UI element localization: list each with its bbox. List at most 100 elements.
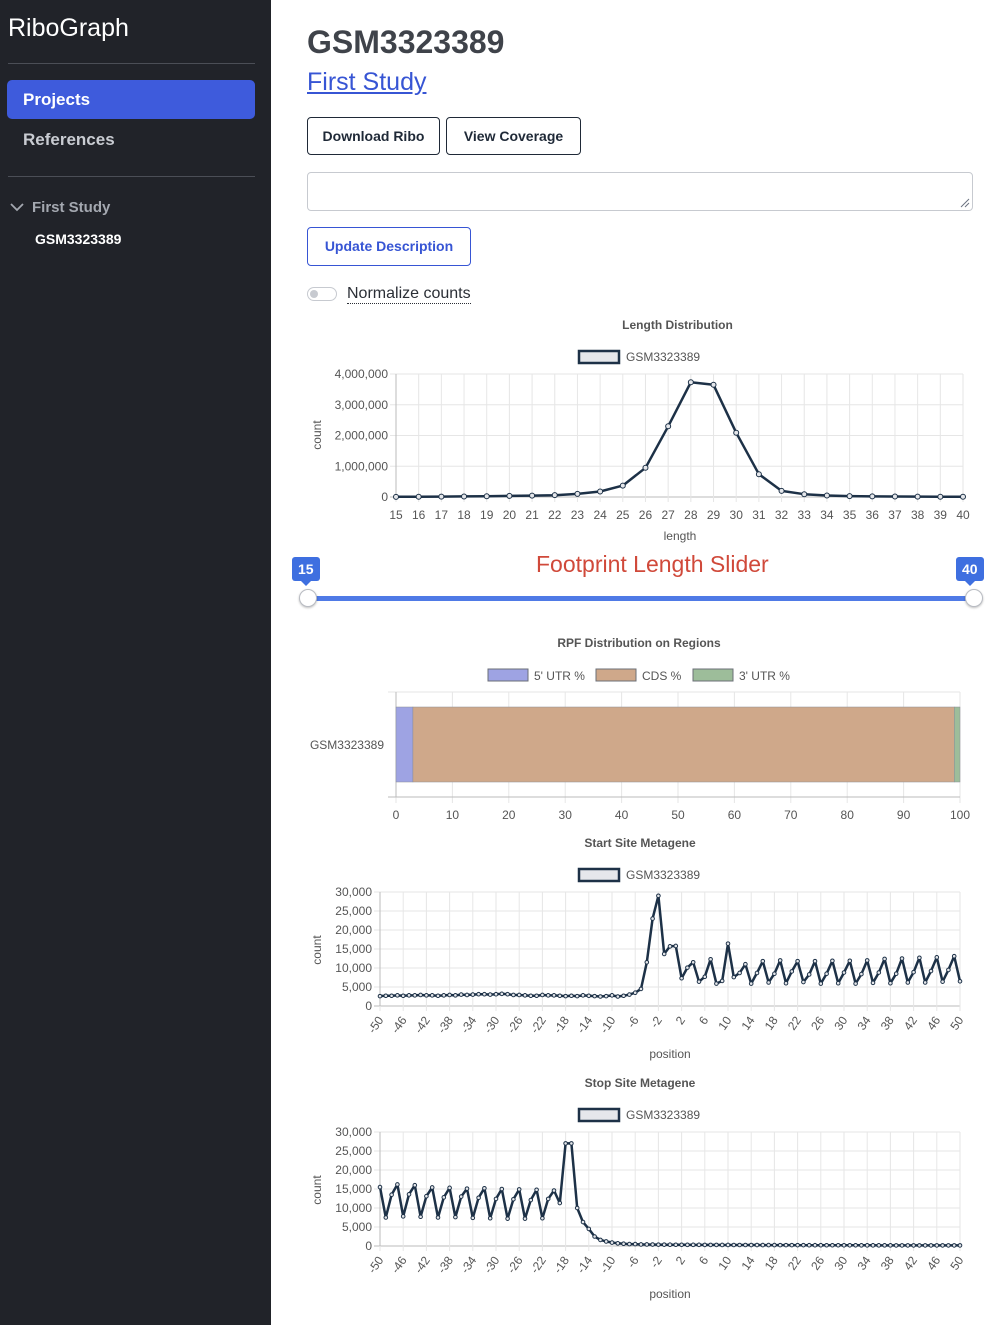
x-tick-label: -42	[411, 1253, 433, 1276]
tree-item-first-study[interactable]: First Study	[10, 199, 110, 216]
footprint-length-slider[interactable]	[307, 596, 973, 601]
data-point	[859, 971, 864, 977]
data-point	[493, 991, 499, 997]
data-point	[441, 993, 447, 998]
data-point	[400, 993, 406, 999]
update-description-button[interactable]: Update Description	[307, 227, 471, 266]
data-point	[429, 1185, 435, 1190]
resize-grip-icon[interactable]	[958, 196, 970, 208]
data-point	[511, 992, 516, 998]
x-tick-label: 22	[785, 1013, 804, 1032]
data-point	[940, 1243, 945, 1248]
data-point	[853, 1242, 858, 1248]
x-tick-label: 18	[762, 1013, 781, 1032]
data-point	[511, 1196, 516, 1202]
data-point	[719, 978, 725, 984]
data-point	[893, 1243, 899, 1248]
data-point	[846, 493, 853, 500]
y-axis-label: count	[310, 420, 324, 450]
data-point	[464, 992, 470, 998]
legend-label: GSM3323389	[626, 1108, 700, 1122]
data-point	[650, 916, 655, 921]
x-tick-label: 46	[924, 1013, 943, 1032]
x-tick-label: -34	[458, 1013, 480, 1036]
data-point	[534, 993, 539, 999]
y-tick-label: 20,000	[335, 1163, 372, 1177]
y-tick-label: 0	[365, 1239, 372, 1253]
data-point	[789, 1242, 795, 1248]
data-point	[957, 979, 963, 984]
data-point	[876, 1243, 882, 1248]
data-point	[812, 958, 818, 964]
data-point	[545, 993, 551, 998]
x-tick-label: 14	[739, 1253, 758, 1272]
data-point	[928, 968, 934, 974]
x-tick-label: 0	[393, 808, 400, 822]
x-tick-label: 28	[684, 508, 698, 522]
data-point	[441, 1195, 447, 1200]
x-tick-label: -22	[527, 1253, 549, 1276]
data-point	[783, 1242, 789, 1248]
description-textarea[interactable]	[307, 172, 973, 211]
data-point	[644, 960, 650, 965]
x-tick-label: 36	[866, 508, 880, 522]
x-tick-label: 46	[924, 1253, 943, 1272]
sidebar-item-projects[interactable]: Projects	[7, 80, 255, 119]
data-point	[383, 1215, 389, 1220]
y-tick-label: 3,000,000	[335, 398, 389, 412]
sidebar-item-references[interactable]: References	[23, 130, 115, 149]
legend-label: GSM3323389	[626, 868, 700, 882]
data-point	[580, 1219, 586, 1225]
data-point	[708, 956, 713, 962]
slider-max-handle[interactable]	[965, 589, 983, 607]
data-point	[940, 979, 945, 984]
y-tick-label: 2,000,000	[335, 429, 389, 443]
data-point	[627, 992, 632, 997]
data-point	[499, 1186, 505, 1192]
y-tick-label: 20,000	[335, 923, 372, 937]
data-point	[946, 967, 951, 973]
x-tick-label: 90	[897, 808, 911, 822]
data-point	[557, 993, 563, 999]
slider-min-handle[interactable]	[299, 589, 317, 607]
sidebar: RiboGraph Projects References First Stud…	[0, 0, 271, 1325]
data-point	[870, 1243, 876, 1248]
x-tick-label: 17	[435, 508, 449, 522]
data-point	[737, 970, 742, 976]
app-brand[interactable]: RiboGraph	[8, 14, 129, 42]
data-point	[665, 423, 672, 430]
x-tick-label: 27	[661, 508, 675, 522]
data-point	[458, 1194, 464, 1199]
x-tick-label: 70	[784, 808, 798, 822]
sidebar-divider	[8, 63, 255, 64]
data-point	[642, 464, 649, 471]
data-point	[824, 1242, 829, 1248]
data-point	[795, 958, 800, 964]
data-point	[679, 1242, 684, 1248]
legend-swatch	[487, 668, 529, 682]
download-ribo-button[interactable]: Download Ribo	[307, 117, 440, 155]
view-coverage-button[interactable]: View Coverage	[446, 117, 581, 155]
data-point	[806, 1242, 812, 1248]
x-tick-label: -50	[365, 1253, 387, 1276]
data-point	[818, 981, 824, 986]
x-tick-label: 30	[831, 1253, 850, 1272]
data-point	[528, 1197, 534, 1203]
slider-min-tooltip: 15	[292, 557, 320, 586]
data-point	[586, 993, 592, 999]
normalize-toggle[interactable]	[307, 287, 337, 301]
tree-item-sample[interactable]: GSM3323389	[35, 231, 122, 247]
x-tick-label: 40	[615, 808, 629, 822]
data-point	[801, 491, 808, 498]
study-link[interactable]: First Study	[307, 68, 427, 96]
data-point	[563, 1141, 568, 1146]
x-tick-label: 24	[593, 508, 607, 522]
data-point	[516, 1187, 522, 1192]
x-tick-label: -46	[388, 1253, 410, 1276]
data-point	[569, 1141, 574, 1146]
data-point	[395, 1182, 400, 1187]
x-tick-label: 80	[841, 808, 855, 822]
x-tick-label: 30	[730, 508, 744, 522]
x-tick-label: 38	[878, 1013, 897, 1032]
data-point	[580, 993, 586, 998]
